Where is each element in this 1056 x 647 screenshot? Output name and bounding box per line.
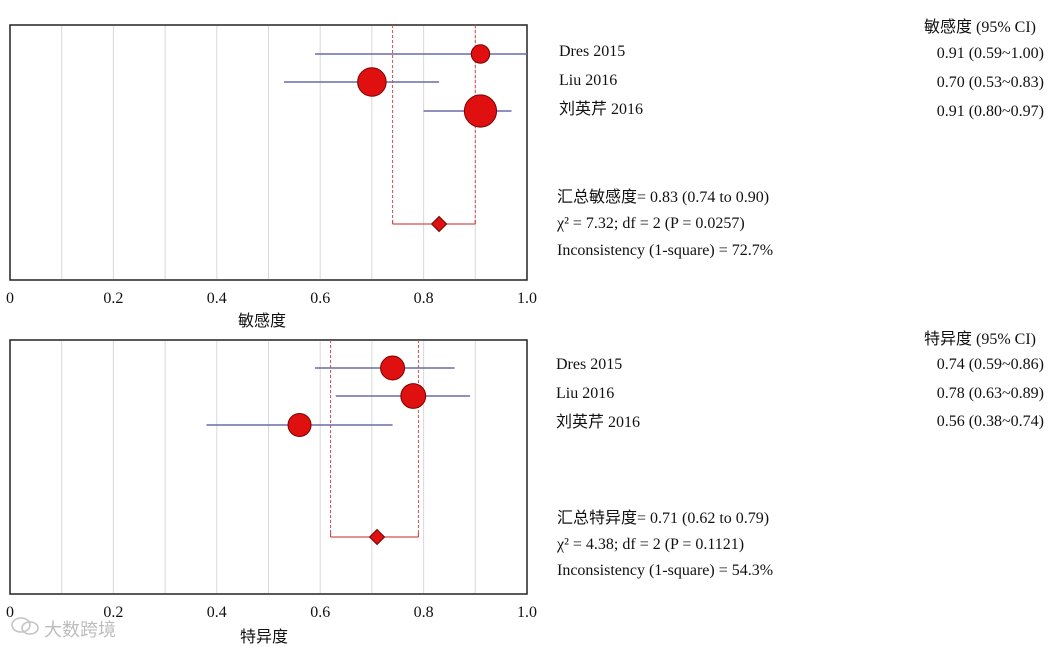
sens-study-ci: 0.70 (0.53~0.83) [936, 74, 1044, 91]
spec-study-marker [380, 355, 406, 381]
spec-ci-header: 特异度 (95% CI) [924, 331, 1036, 348]
sens-pooled-diamond [430, 215, 448, 233]
sens-study-ci: 0.91 (0.80~0.97) [936, 103, 1044, 120]
sens-x-tick-label: 0.2 [103, 290, 123, 307]
watermark-text: 大数跨境 [44, 620, 116, 641]
sens-x-tick-label: 0 [6, 290, 14, 307]
spec-study-name: Liu 2016 [556, 385, 615, 402]
sens-study-name: Liu 2016 [559, 72, 618, 89]
spec-study-ci: 0.74 (0.59~0.86) [936, 356, 1044, 373]
spec-heterogeneity-chi2: χ² = 4.38; df = 2 (P = 0.1121) [557, 536, 745, 553]
spec-pooled-summary: 汇总特异度= 0.71 (0.62 to 0.79) [557, 510, 770, 527]
sens-study-ci: 0.91 (0.59~1.00) [936, 45, 1044, 62]
spec-x-tick-label: 0.6 [310, 604, 330, 621]
spec-x-axis-title: 特异度 [240, 629, 289, 646]
wechat-logo-icon [11, 617, 39, 635]
spec-study-name: 刘英芹 2016 [556, 414, 641, 431]
sens-ci-header: 敏感度 (95% CI) [924, 19, 1036, 36]
sens-study-marker [357, 67, 387, 97]
spec-x-tick-label: 0.4 [207, 604, 227, 621]
spec-x-tick-label: 0.8 [414, 604, 434, 621]
spec-x-tick-label: 1.0 [517, 604, 537, 621]
sens-study-marker [470, 44, 491, 64]
spec-study-name: Dres 2015 [556, 356, 623, 373]
sens-heterogeneity-chi2: χ² = 7.32; df = 2 (P = 0.0257) [557, 215, 745, 232]
sens-x-tick-label: 0.6 [310, 290, 330, 307]
spec-study-ci: 0.56 (0.38~0.74) [936, 413, 1044, 430]
spec-study-marker [287, 413, 312, 437]
sens-study-name: Dres 2015 [559, 43, 626, 60]
spec-study-ci: 0.78 (0.63~0.89) [936, 385, 1044, 402]
spec-inconsistency: Inconsistency (1-square) = 54.3% [557, 562, 774, 579]
spec-study-marker [400, 383, 427, 409]
sens-x-tick-label: 1.0 [517, 290, 537, 307]
sens-study-marker [463, 94, 498, 128]
spec-pooled-diamond [368, 528, 386, 546]
spec-x-tick-label: 0.2 [103, 604, 123, 621]
sens-x-axis-title: 敏感度 [238, 313, 287, 330]
sens-pooled-summary: 汇总敏感度= 0.83 (0.74 to 0.90) [557, 189, 770, 206]
sens-study-name: 刘英芹 2016 [559, 101, 644, 118]
sens-x-tick-label: 0.8 [414, 290, 434, 307]
sens-inconsistency: Inconsistency (1-square) = 72.7% [557, 242, 774, 259]
spec-x-tick-label: 0 [6, 604, 14, 621]
sens-x-tick-label: 0.4 [207, 290, 227, 307]
